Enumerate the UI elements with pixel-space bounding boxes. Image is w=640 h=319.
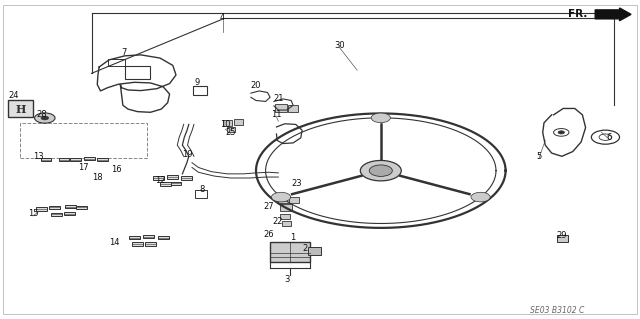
- Bar: [36, 207, 47, 211]
- Text: 5: 5: [536, 152, 541, 161]
- Text: 8: 8: [200, 185, 205, 194]
- Bar: [195, 190, 207, 198]
- Bar: [308, 247, 321, 255]
- Text: 1: 1: [291, 233, 296, 242]
- Text: 16: 16: [111, 165, 122, 174]
- Bar: [288, 105, 298, 112]
- Bar: [143, 235, 154, 238]
- Text: 12: 12: [155, 176, 165, 185]
- Bar: [132, 242, 143, 246]
- Bar: [59, 158, 69, 161]
- Bar: [70, 158, 81, 161]
- Circle shape: [35, 113, 55, 123]
- Bar: [289, 197, 299, 203]
- Bar: [8, 100, 33, 117]
- Circle shape: [558, 131, 564, 134]
- Text: 13: 13: [33, 152, 44, 161]
- Text: 28: 28: [36, 110, 47, 119]
- FancyArrow shape: [595, 8, 631, 21]
- Text: 27: 27: [264, 202, 274, 211]
- Circle shape: [271, 192, 291, 202]
- Text: 18: 18: [92, 173, 102, 182]
- Text: 30: 30: [334, 41, 344, 50]
- Bar: [227, 127, 235, 132]
- Bar: [97, 158, 108, 161]
- Text: H: H: [15, 104, 26, 115]
- Bar: [64, 212, 74, 215]
- Bar: [125, 66, 150, 79]
- Text: 24: 24: [9, 91, 19, 100]
- Bar: [275, 104, 287, 112]
- Bar: [157, 236, 169, 239]
- Text: 6: 6: [607, 133, 612, 142]
- Text: 26: 26: [264, 230, 274, 239]
- Text: 17: 17: [78, 163, 88, 172]
- Text: 20: 20: [251, 81, 261, 90]
- Text: 23: 23: [291, 179, 301, 188]
- Bar: [182, 176, 192, 180]
- Bar: [557, 235, 568, 242]
- Bar: [65, 205, 76, 208]
- Bar: [129, 236, 140, 239]
- Bar: [270, 242, 310, 262]
- Bar: [170, 182, 182, 185]
- Text: 21: 21: [273, 94, 284, 103]
- Circle shape: [371, 113, 390, 122]
- Bar: [84, 157, 95, 160]
- Text: 11: 11: [271, 110, 282, 119]
- Text: 14: 14: [109, 238, 119, 247]
- Bar: [77, 206, 87, 209]
- Bar: [160, 182, 170, 186]
- Text: 15: 15: [28, 209, 38, 218]
- Text: 22: 22: [273, 217, 283, 226]
- Text: 19: 19: [182, 150, 192, 159]
- Bar: [193, 86, 207, 95]
- Circle shape: [360, 160, 401, 181]
- Bar: [145, 242, 156, 246]
- Bar: [234, 119, 243, 125]
- Bar: [223, 120, 232, 126]
- Bar: [278, 196, 290, 203]
- Text: 2: 2: [302, 244, 307, 253]
- Text: 7: 7: [121, 48, 126, 57]
- Bar: [154, 176, 164, 180]
- Bar: [280, 204, 292, 211]
- Text: FR.: FR.: [568, 9, 588, 19]
- Bar: [41, 158, 51, 161]
- Circle shape: [41, 116, 49, 120]
- Bar: [49, 206, 60, 209]
- Text: 29: 29: [557, 231, 567, 240]
- Text: 25: 25: [225, 128, 236, 137]
- Bar: [280, 214, 290, 219]
- Text: 10: 10: [220, 120, 230, 129]
- Bar: [108, 59, 125, 66]
- Bar: [51, 213, 61, 216]
- Text: 9: 9: [195, 78, 200, 87]
- Circle shape: [369, 165, 392, 176]
- Bar: [282, 221, 291, 226]
- Text: 3: 3: [284, 275, 289, 284]
- Text: 4: 4: [220, 13, 225, 22]
- Text: SE03 B3102 C: SE03 B3102 C: [530, 306, 584, 315]
- Bar: [168, 175, 178, 179]
- Circle shape: [471, 192, 490, 202]
